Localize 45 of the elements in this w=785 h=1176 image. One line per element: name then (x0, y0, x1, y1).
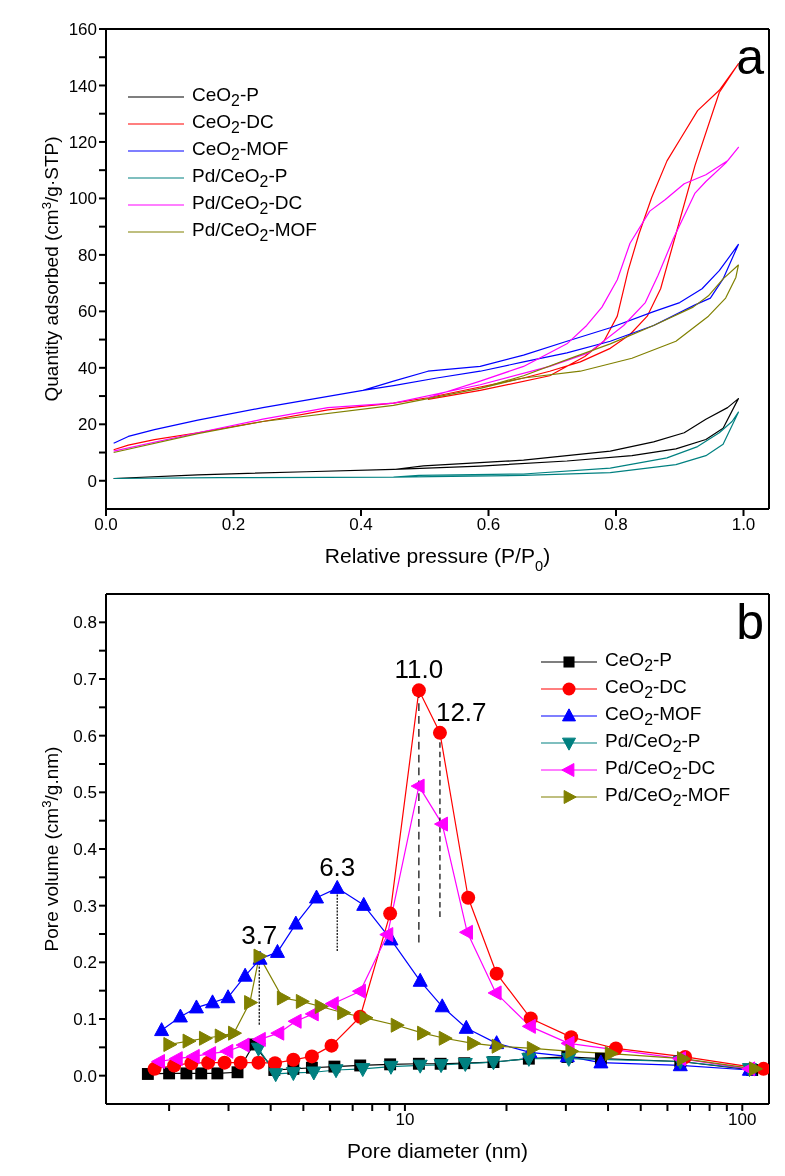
legend-label: Pd/CeO$_{2}$-MOF (605, 783, 730, 810)
y-tick-label: 0.4 (73, 840, 97, 860)
y-tick-label: 0.0 (73, 1066, 97, 1086)
legend-label: Pd/CeO$_{2}$-DC (192, 191, 303, 218)
y-tick-label: 160 (68, 20, 97, 40)
legend-label: CeO$_{2}$-P (605, 648, 672, 675)
annotation: a (736, 29, 764, 85)
legend-label: Pd/CeO$_{2}$-P (605, 729, 701, 756)
legend-label: Pd/CeO$_{2}$-DC (605, 756, 716, 783)
y-tick-label: 0.6 (73, 726, 97, 746)
x-tick-label: 0.0 (94, 515, 118, 535)
y-tick-label: 0.3 (73, 896, 97, 916)
x-tick-label: 0.8 (604, 515, 628, 535)
y-tick-label: 60 (78, 302, 97, 322)
y-tick-label: 100 (68, 189, 97, 209)
y-tick-label: 0.5 (73, 783, 97, 803)
y-tick-label: 0.2 (73, 953, 97, 973)
annotation: b (736, 594, 764, 650)
legend-label: Pd/CeO$_{2}$-P (192, 164, 288, 191)
annotation: 3.7 (241, 920, 278, 951)
y-tick-label: 0.8 (73, 613, 97, 633)
y-tick-label: 0 (87, 471, 97, 491)
y-tick-label: 20 (78, 415, 97, 435)
annotation: 6.3 (319, 852, 356, 883)
x-tick-label: 0.6 (476, 515, 501, 535)
legend-label: CeO$_{2}$-P (192, 83, 259, 110)
x-tick-label: 1.0 (731, 515, 756, 535)
legend-label: CeO$_{2}$-MOF (605, 702, 702, 729)
y-tick-label: 0.7 (73, 670, 97, 690)
x-tick-label: 10 (395, 1110, 415, 1130)
legend-label: CeO$_{2}$-DC (192, 110, 274, 137)
legend-label: Pd/CeO$_{2}$-MOF (192, 218, 317, 245)
y-tick-label: 0.1 (73, 1010, 97, 1030)
x-axis-title: Relative pressure (P/P$_{0}$) (324, 544, 551, 574)
y-tick-label: 120 (68, 132, 97, 152)
legend-label: CeO$_{2}$-DC (605, 675, 687, 702)
annotation: 12.7 (435, 696, 487, 727)
x-tick-label: 0.2 (221, 515, 246, 535)
x-tick-label: 0.4 (349, 515, 373, 535)
y-tick-label: 140 (68, 76, 97, 96)
x-axis-title: Pore diameter (nm) (347, 1139, 528, 1162)
y-tick-label: 40 (78, 358, 97, 378)
legend-label: CeO$_{2}$-MOF (192, 137, 289, 164)
y-tick-label: 80 (78, 245, 97, 265)
annotation: 11.0 (394, 654, 444, 685)
